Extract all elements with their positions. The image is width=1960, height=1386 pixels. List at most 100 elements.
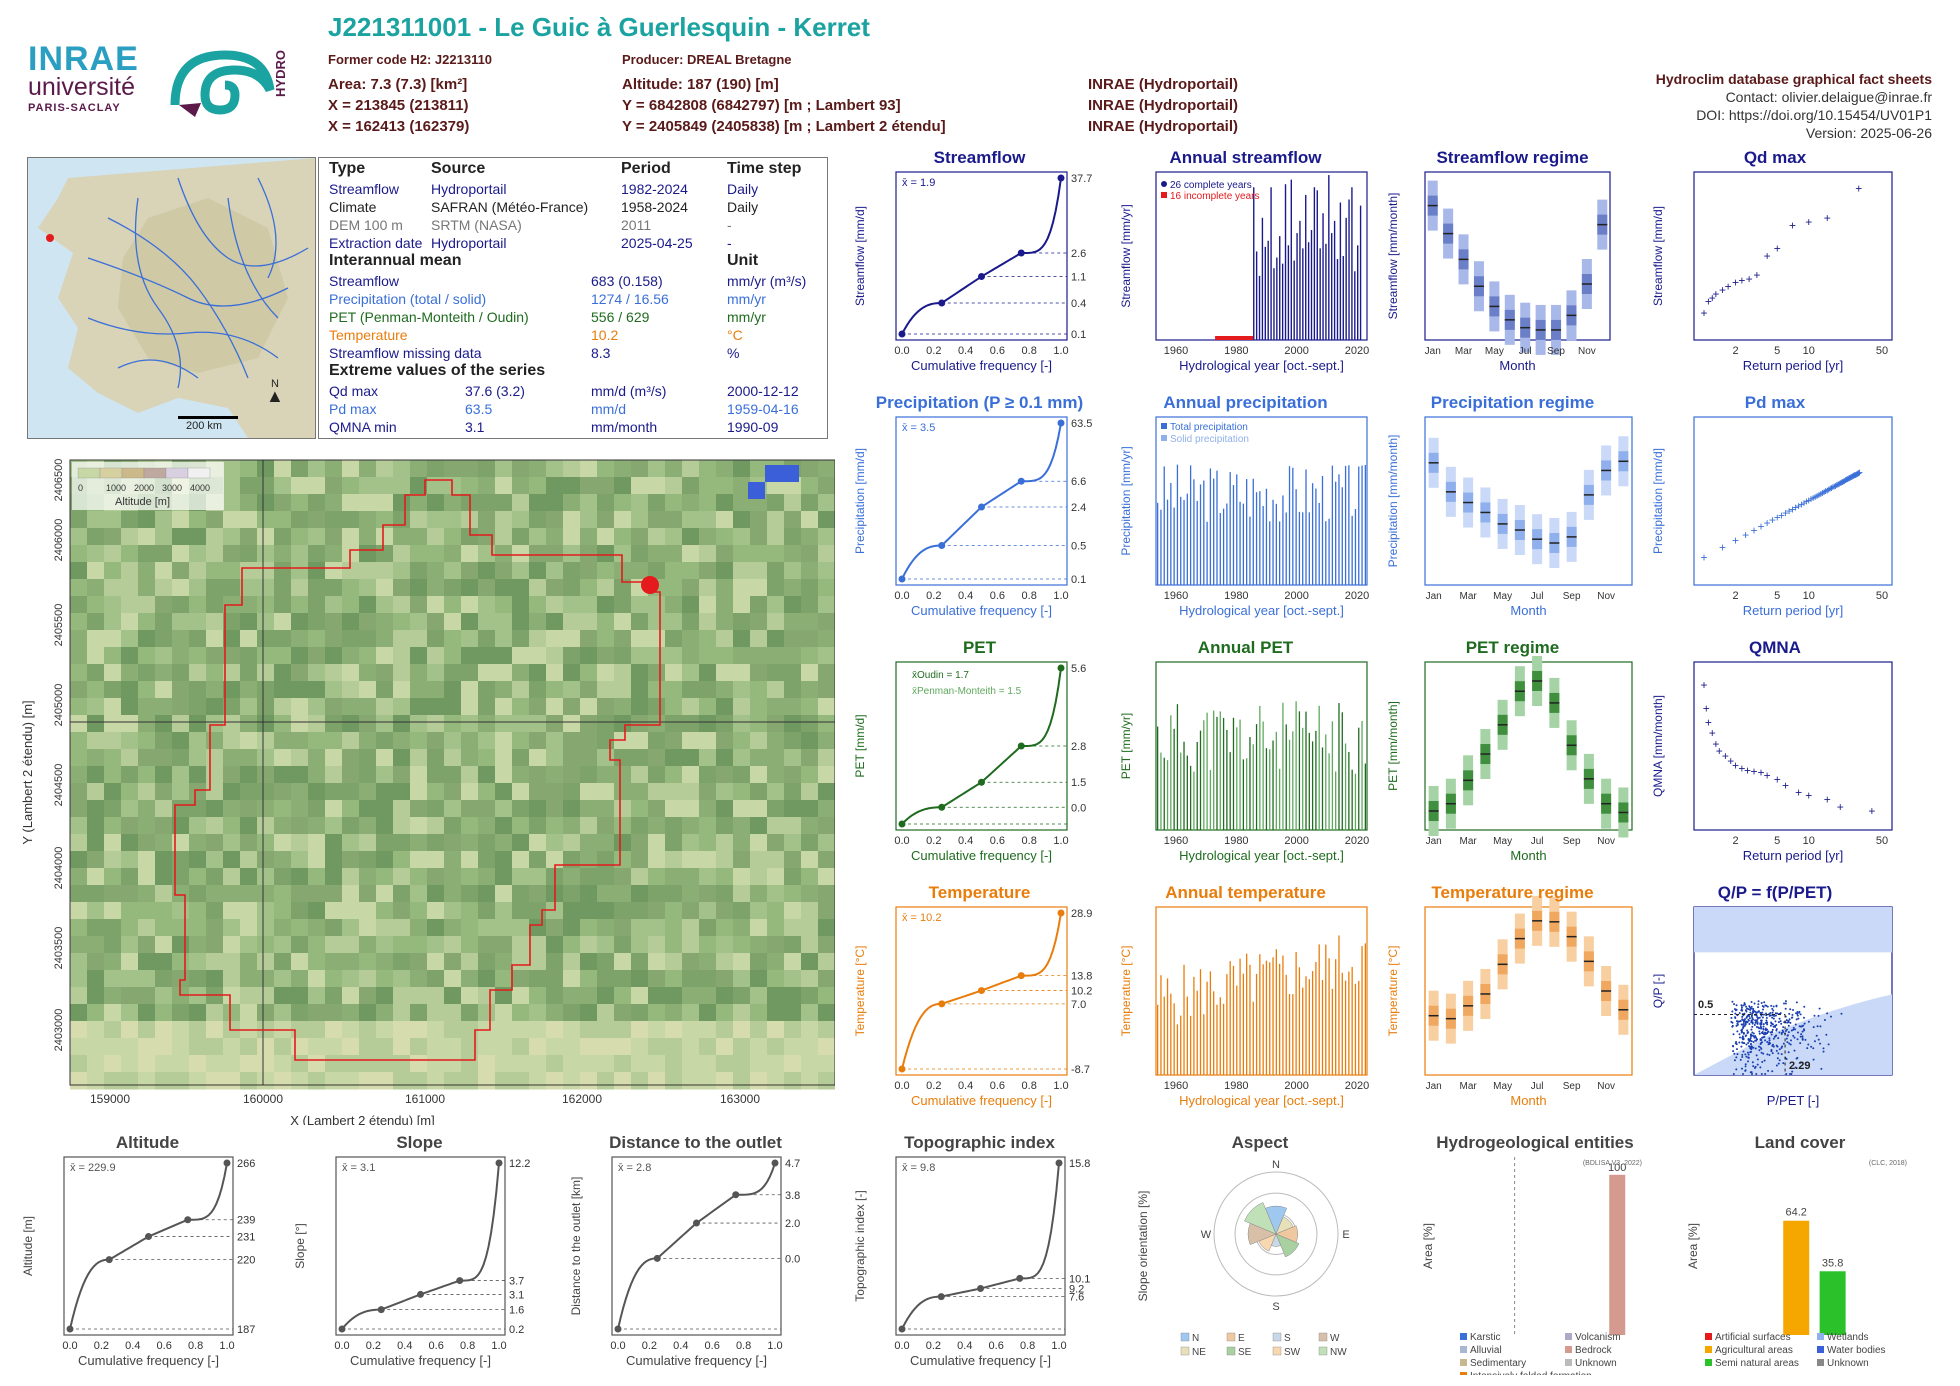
qp-point — [1764, 1004, 1767, 1007]
dem-cell — [733, 936, 751, 954]
dem-cell — [461, 834, 479, 852]
dem-cell — [580, 851, 598, 869]
qp-point — [1745, 1055, 1748, 1058]
dem-cell — [750, 1055, 768, 1073]
qp-point — [1744, 1053, 1747, 1056]
dem-cell — [495, 868, 513, 886]
dem-cell — [206, 681, 224, 699]
dem-cell — [529, 732, 547, 750]
qp-point — [1803, 1022, 1806, 1025]
year-bar — [1213, 991, 1215, 1075]
dem-cell — [580, 749, 598, 767]
dem-cell — [291, 749, 309, 767]
qp-point — [1756, 1016, 1759, 1019]
qp-point — [1784, 1000, 1787, 1003]
dem-cell — [257, 647, 275, 665]
dem-cell — [444, 970, 462, 988]
dem-cell — [138, 732, 156, 750]
dem-cell — [699, 460, 717, 478]
year-bar — [1209, 971, 1212, 1075]
qp-point — [1752, 1035, 1755, 1038]
qp-point — [1774, 1020, 1777, 1023]
year-bar — [1292, 467, 1294, 585]
dem-cell — [308, 919, 326, 937]
data-point: + — [1789, 219, 1796, 233]
dem-cell — [376, 749, 394, 767]
dem-cell — [172, 647, 190, 665]
dem-cell — [512, 817, 530, 835]
legend-swatch — [1272, 1346, 1282, 1356]
dem-cell — [495, 1021, 513, 1039]
panel-svg: Cumulative frequency [-]Topographic inde… — [853, 1156, 1090, 1368]
info-rows: Streamflow Hydroportail 1982-2024 Daily Clim… — [319, 180, 827, 252]
qp-point — [1789, 1021, 1792, 1024]
right-tick-label: 1.6 — [509, 1305, 524, 1317]
dem-cell — [87, 630, 105, 648]
dem-cell — [121, 834, 139, 852]
dem-cell — [342, 885, 360, 903]
dem-cell — [308, 800, 326, 818]
dem-cell — [291, 630, 309, 648]
dem-cell — [138, 562, 156, 580]
dem-cell — [750, 732, 768, 750]
plot-area — [895, 661, 1068, 831]
dem-cell — [274, 732, 292, 750]
dem-cell — [189, 681, 207, 699]
dem-cell — [478, 528, 496, 546]
qp-point — [1778, 1031, 1781, 1034]
dem-cell — [563, 664, 581, 682]
dem-cell — [546, 545, 564, 563]
dem-cell — [189, 970, 207, 988]
dem-cell — [427, 902, 445, 920]
dem-cell — [648, 494, 666, 512]
dem-cell — [665, 919, 683, 937]
qp-point — [1801, 1037, 1804, 1040]
qp-point — [1736, 1022, 1739, 1025]
dem-cell — [597, 783, 615, 801]
north-arrow-icon: N ▲ — [266, 378, 284, 407]
dem-cell — [767, 851, 785, 869]
dem-cell — [257, 885, 275, 903]
data-point: + — [1832, 479, 1839, 493]
dem-cell — [393, 715, 411, 733]
dem-cell — [580, 817, 598, 835]
dem-cell — [376, 647, 394, 665]
dem-cell — [172, 579, 190, 597]
logo-univ-text: université — [28, 73, 135, 101]
qp-point — [1768, 1054, 1771, 1057]
year-bar — [1335, 959, 1337, 1075]
dem-cell — [682, 749, 700, 767]
dem-cell — [546, 715, 564, 733]
dem-cell — [546, 494, 564, 512]
data-point: + — [1829, 480, 1836, 494]
dem-cell — [257, 800, 275, 818]
plot-area — [335, 1156, 506, 1336]
dem-cell — [563, 817, 581, 835]
qp-point — [1789, 1008, 1792, 1011]
year-bar — [1236, 474, 1238, 585]
dem-cell — [189, 647, 207, 665]
dem-cell — [155, 987, 173, 1005]
dem-cell — [104, 868, 122, 886]
dem-cell — [529, 1038, 547, 1056]
panel-temp_regime: Temperature regime Month Temperature [°C] J… — [1385, 883, 1640, 1115]
dem-cell — [427, 545, 445, 563]
dem-cell — [393, 902, 411, 920]
dem-cell — [631, 851, 649, 869]
qp-point — [1777, 1052, 1780, 1055]
panel-title: Temperature regime — [1431, 883, 1594, 902]
dem-cell — [393, 647, 411, 665]
dem-cell — [529, 1072, 547, 1090]
dem-cell — [767, 681, 785, 699]
dem-cell — [359, 664, 377, 682]
dem-cell — [716, 732, 734, 750]
x-tick-label: 0.0 — [894, 345, 909, 357]
dem-cell — [478, 732, 496, 750]
year-bar — [1298, 511, 1301, 585]
dem-cell — [274, 511, 292, 529]
qp-point — [1747, 1019, 1750, 1022]
dem-cell — [87, 834, 105, 852]
mean-label: x̄ = 10.2 — [902, 912, 941, 924]
year-bar — [1229, 472, 1231, 585]
